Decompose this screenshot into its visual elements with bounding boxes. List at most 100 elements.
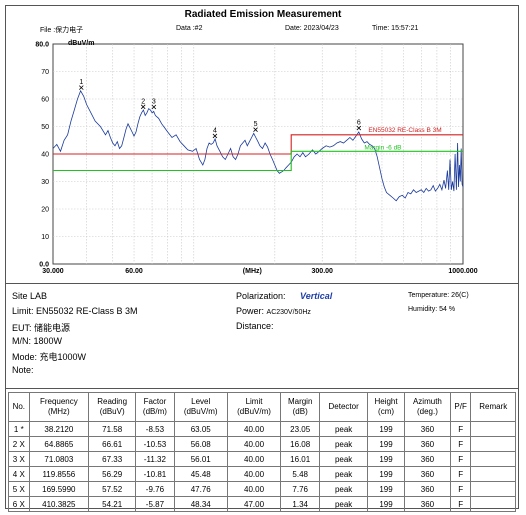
x-tick-label: 30.000 (42, 268, 64, 275)
table-row: 4 X 119.8556 56.29 -10.81 45.48 40.00 5.48 peak… (8, 466, 516, 482)
table-cell: 40.00 (226, 436, 282, 452)
table-cell: F (449, 481, 472, 497)
table-header-cell: Detector (319, 392, 369, 422)
table-cell: 360 (404, 481, 451, 497)
table-cell: 1 * (8, 421, 30, 437)
table-cell: F (449, 496, 472, 512)
marker-cross (79, 85, 84, 90)
table-cell: 4 X (8, 466, 30, 482)
site-label: Site LAB (12, 291, 48, 301)
results-table: No. Frequency (MHz) Reading (dBuV) Factor (dB/… (8, 392, 516, 512)
emission-chart: 0.0 10 20 30 40 50 60 70 80.0 30.000 60.00 300.00 10… (35, 40, 477, 275)
power-value: AC230V/50Hz (266, 309, 311, 316)
table-header-row: No. Frequency (MHz) Reading (dBuV) Factor (dB/… (8, 392, 516, 422)
table-header-cell: Margin (dB) (280, 392, 321, 422)
marker-label: 4 (213, 127, 217, 134)
table-header-cell: Height (cm) (367, 392, 406, 422)
table-cell: 6 X (8, 496, 30, 512)
table-cell: 199 (367, 481, 406, 497)
table-cell: -11.32 (135, 451, 175, 467)
peak-marker (79, 85, 84, 90)
table-header-cell: Remark (470, 392, 516, 422)
table-cell: -8.53 (135, 421, 175, 437)
y-tick-label: 80.0 (35, 42, 49, 49)
marker-label: 3 (152, 98, 156, 105)
table-cell: 47.76 (173, 481, 228, 497)
table-cell: -9.76 (135, 481, 175, 497)
table-cell: -10.53 (135, 436, 175, 452)
marker-cross (151, 104, 157, 110)
table-cell: F (449, 436, 472, 452)
marker-cross (212, 133, 218, 139)
y-tick-label: 20 (41, 207, 49, 214)
marker-label: 1 (79, 79, 83, 86)
table-cell: 66.61 (88, 436, 137, 452)
table-cell: 360 (404, 451, 451, 467)
table-cell: 360 (404, 496, 451, 512)
table-cell: 57.52 (88, 481, 137, 497)
table-cell: 3 X (8, 451, 30, 467)
distance-label: Distance: (236, 321, 274, 331)
y-tick-label: 30 (41, 179, 49, 186)
table-cell: F (449, 466, 472, 482)
table-cell: peak (319, 421, 369, 437)
table-cell: F (449, 421, 472, 437)
table-cell: 40.00 (226, 481, 282, 497)
y-tick-label: 0.0 (39, 262, 49, 269)
table-cell (470, 421, 516, 437)
table-cell: 40.00 (226, 451, 282, 467)
table-cell (470, 496, 516, 512)
polarization-label: Polarization: (236, 291, 286, 301)
table-cell: 5 X (8, 481, 30, 497)
y-tick-label: 40 (41, 152, 49, 159)
table-cell: 64.8865 (28, 436, 90, 452)
eut-label: EUT: 储能电源 (12, 323, 71, 333)
file-label: File :保力电子 (40, 27, 84, 34)
table-cell: 56.08 (173, 436, 228, 452)
table-cell: 360 (404, 421, 451, 437)
mn-label: M/N: 1800W (12, 336, 63, 346)
x-axis-label: (MHz) (243, 268, 262, 275)
table-header-cell: Level (dBuV/m) (173, 392, 228, 422)
table-cell: 71.0803 (28, 451, 90, 467)
y-tick-label: 70 (41, 69, 49, 76)
table-cell: 16.08 (280, 436, 321, 452)
temperature-label: Temperature: 26(C) (408, 292, 469, 299)
table-cell: 199 (367, 436, 406, 452)
table-cell (470, 436, 516, 452)
table-cell: 56.01 (173, 451, 228, 467)
humidity-label: Humidity: 54 % (408, 306, 456, 313)
emission-trace (52, 89, 464, 202)
marker-cross (253, 127, 258, 132)
y-axis-label: dBuV/m (68, 40, 94, 47)
marker-cross (140, 104, 146, 110)
table-cell: 38.2120 (28, 421, 90, 437)
table-cell: 199 (367, 421, 406, 437)
table-cell: 48.34 (173, 496, 228, 512)
limit-line-label: EN55032 RE-Class B 3M (368, 127, 441, 134)
table-cell: 7.76 (280, 481, 321, 497)
table-row: 5 X 169.5990 57.52 -9.76 47.76 40.00 7.76 peak 1… (8, 481, 516, 497)
table-cell: 360 (404, 466, 451, 482)
table-row: 2 X 64.8865 66.61 -10.53 56.08 40.00 16.08 peak… (8, 436, 516, 452)
table-body: 1 * 38.2120 71.58 -8.53 63.05 40.00 23.05 peak 1… (8, 421, 516, 512)
margin-line (53, 150, 463, 172)
table-cell: 40.00 (226, 421, 282, 437)
table-cell: peak (319, 466, 369, 482)
table-cell: 199 (367, 496, 406, 512)
table-cell: 67.33 (88, 451, 137, 467)
table-cell: peak (319, 451, 369, 467)
table-row: 1 * 38.2120 71.58 -8.53 63.05 40.00 23.05 peak 1… (8, 421, 516, 437)
x-tick-label: 1000.000 (448, 268, 477, 275)
y-tick-label: 10 (41, 234, 49, 241)
time-label: Time: 15:57:21 (372, 25, 419, 32)
table-cell (470, 481, 516, 497)
table-cell: F (449, 451, 472, 467)
peak-marker (212, 133, 218, 139)
table-cell: 5.48 (280, 466, 321, 482)
peak-marker (356, 125, 362, 131)
peak-marker (253, 127, 258, 132)
table-cell (470, 451, 516, 467)
report-title: Radiated Emission Measurement (184, 9, 342, 20)
table-row: 3 X 71.0803 67.33 -11.32 56.01 40.00 16.01 peak… (8, 451, 516, 467)
